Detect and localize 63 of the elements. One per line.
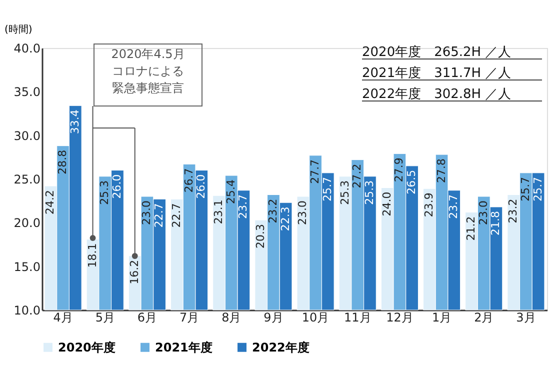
data-label: 23.1 <box>212 200 226 224</box>
y-tick-label: 40.0 <box>14 42 40 56</box>
x-tick-label: 4月 <box>53 310 73 324</box>
legend-label: 2020年度 <box>58 340 116 354</box>
y-tick-label: 25.0 <box>14 172 40 186</box>
annotation: 2022年度 302.8H ／人 <box>362 86 512 102</box>
data-label: 23.9 <box>422 192 436 218</box>
y-tick-label: 30.0 <box>14 128 40 143</box>
data-label: 23.2 <box>506 198 520 224</box>
x-tick-label: 3月 <box>516 310 536 324</box>
data-label: 25.7 <box>518 176 532 202</box>
x-tick-label: 6月 <box>137 310 158 324</box>
x-tick-label: 8月 <box>222 310 242 324</box>
y-tick-label: 10.0 <box>14 304 40 318</box>
data-label: 23.7 <box>236 194 250 219</box>
data-label: 25.4 <box>224 180 238 204</box>
data-label: 22.7 <box>170 203 183 228</box>
legend-label: 2022年度 <box>252 340 310 354</box>
x-tick-label: 1月 <box>432 310 452 324</box>
y-tick-label: 20.0 <box>14 216 40 230</box>
data-label: 25.3 <box>98 180 112 205</box>
data-label: 25.3 <box>338 180 352 205</box>
data-label: 24.0 <box>380 192 394 216</box>
legend-label: 2021年度 <box>155 340 212 354</box>
annotation: 2021年度 311.7H ／人 <box>362 65 512 81</box>
data-label: 25.7 <box>531 176 544 202</box>
data-label: 26.5 <box>405 170 418 194</box>
data-label: 21.8 <box>489 210 502 236</box>
x-tick-label: 12月 <box>386 310 414 324</box>
data-label: 23.0 <box>296 200 310 225</box>
data-label: 27.7 <box>308 159 322 184</box>
data-label: 22.3 <box>278 206 292 232</box>
x-tick-label: 2月 <box>474 310 494 324</box>
data-label: 21.2 <box>464 216 478 241</box>
data-label: 20.3 <box>254 224 268 249</box>
data-label: 24.2 <box>44 190 57 214</box>
y-tick-label: 15.0 <box>14 260 40 274</box>
x-tick-label: 5月 <box>95 310 115 324</box>
data-label: 27.2 <box>350 164 364 188</box>
data-label: 25.3 <box>362 180 376 205</box>
annotation: 2020年度 265.2H ／人 <box>362 44 512 60</box>
data-label: 33.4 <box>68 110 82 134</box>
x-tick-label: 9月 <box>264 310 284 324</box>
annotation: 2020年4.5月コロナによる緊急事態宣言 <box>111 47 185 95</box>
y-axis-title: (時間) <box>4 24 32 36</box>
x-tick-label: 10月 <box>302 310 330 324</box>
y-tick-label: 35.0 <box>14 85 40 100</box>
data-label: 26.0 <box>110 174 124 199</box>
data-label: 26.0 <box>194 174 208 199</box>
data-label: 16.2 <box>128 260 141 284</box>
data-label: 26.7 <box>182 168 196 193</box>
data-label: 22.7 <box>152 203 166 228</box>
data-label: 23.7 <box>447 194 460 219</box>
x-tick-label: 11月 <box>344 310 372 324</box>
data-label: 23.0 <box>140 200 154 225</box>
data-label: 27.9 <box>392 158 406 182</box>
data-label: 23.2 <box>266 198 280 224</box>
data-label: 23.0 <box>476 200 490 225</box>
data-label: 18.1 <box>86 243 99 268</box>
data-label: 25.7 <box>320 176 334 202</box>
data-label: 28.8 <box>56 150 70 174</box>
data-label: 27.8 <box>434 158 448 184</box>
x-tick-label: 7月 <box>179 310 200 324</box>
